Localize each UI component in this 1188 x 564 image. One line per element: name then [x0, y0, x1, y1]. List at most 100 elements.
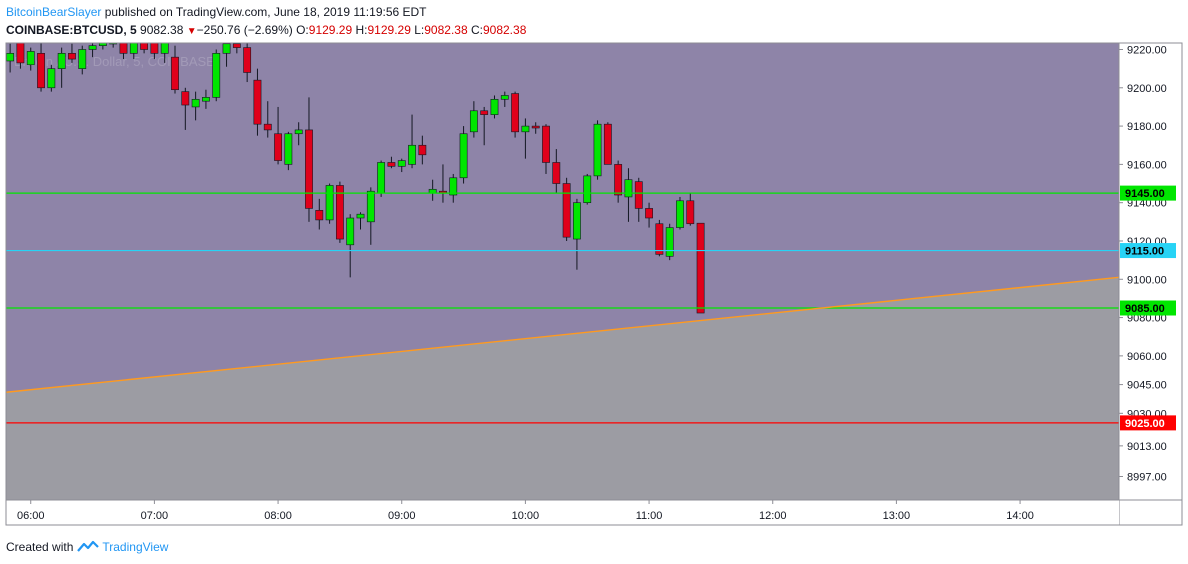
candle-up[interactable]: [88, 45, 97, 50]
price-change: −250.76 (−2.69%): [196, 23, 293, 37]
candle-down[interactable]: [171, 56, 179, 91]
price-tick-label: 9060.00: [1127, 351, 1167, 363]
candle-down[interactable]: [655, 223, 664, 255]
candle-up[interactable]: [57, 53, 66, 69]
candle-down[interactable]: [119, 42, 128, 54]
candle-up[interactable]: [346, 217, 355, 246]
candle-up[interactable]: [490, 98, 499, 115]
high-value: 9129.29: [367, 23, 411, 37]
candle-down[interactable]: [68, 53, 76, 60]
price-line-label-bg: [1120, 243, 1176, 259]
candle-down[interactable]: [645, 208, 653, 219]
candle-down[interactable]: [232, 43, 241, 48]
candle-up[interactable]: [294, 129, 303, 135]
candle-down[interactable]: [253, 79, 262, 125]
time-tick-label: 13:00: [883, 510, 911, 522]
ohlc-legend: COINBASE:BTCUSD, 5 9082.38 ▼−250.76 (−2.…: [6, 23, 526, 37]
price-line-label-bg: [1120, 185, 1176, 201]
close-value: 9082.38: [482, 23, 527, 37]
candle-down[interactable]: [531, 125, 540, 129]
footer: Created with TradingView: [6, 540, 168, 554]
candle-up[interactable]: [624, 179, 633, 198]
candle-down[interactable]: [335, 185, 344, 240]
candle-down[interactable]: [480, 110, 489, 115]
candle-down[interactable]: [387, 162, 396, 167]
candle-down[interactable]: [263, 123, 272, 131]
candle-up[interactable]: [160, 42, 169, 54]
candle-down[interactable]: [542, 125, 550, 163]
candle-up[interactable]: [676, 200, 684, 228]
close-label: C:: [470, 23, 483, 37]
candle-down[interactable]: [305, 129, 313, 209]
candle-down[interactable]: [686, 200, 695, 225]
candle-up[interactable]: [583, 175, 592, 203]
candle-up[interactable]: [397, 160, 406, 167]
candle-down[interactable]: [16, 42, 25, 64]
symbol-label[interactable]: COINBASE:BTCUSD, 5: [6, 23, 137, 37]
price-tick-label: 9140.00: [1127, 198, 1167, 210]
price-tick-label: 9045.00: [1127, 380, 1167, 392]
upper-zone: [6, 43, 1119, 393]
candle-down[interactable]: [696, 222, 705, 314]
candle-up[interactable]: [573, 202, 581, 240]
candle-up[interactable]: [665, 227, 674, 257]
candle-up[interactable]: [212, 53, 221, 98]
time-axis[interactable]: [6, 500, 1119, 525]
price-tick-label: 9180.00: [1127, 121, 1167, 133]
time-tick-label: 10:00: [512, 510, 540, 522]
tradingview-brand-link[interactable]: TradingView: [102, 540, 169, 554]
candle-down[interactable]: [243, 47, 252, 73]
author-link[interactable]: BitcoinBearSlayer: [6, 5, 102, 19]
tradingview-logo-icon: [77, 540, 100, 552]
candle-down[interactable]: [562, 183, 571, 238]
candle-up[interactable]: [202, 97, 210, 102]
trend-line[interactable]: [5, 276, 1120, 393]
price-tick-label: 9220.00: [1127, 45, 1167, 57]
candle-down[interactable]: [181, 91, 190, 106]
candle-down[interactable]: [634, 181, 643, 209]
candle-up[interactable]: [6, 53, 15, 62]
price-tick-label: 9200.00: [1127, 83, 1167, 95]
candle-up[interactable]: [377, 162, 386, 194]
price-tick-label: 9100.00: [1127, 274, 1167, 286]
candle-up[interactable]: [222, 43, 231, 54]
candle-down[interactable]: [274, 133, 282, 161]
candle-up[interactable]: [500, 95, 509, 100]
candle-up[interactable]: [593, 123, 602, 177]
candle-up[interactable]: [469, 110, 478, 133]
candle-up[interactable]: [325, 185, 334, 221]
candle-down[interactable]: [140, 42, 149, 50]
candle-up[interactable]: [521, 125, 530, 133]
candle-down[interactable]: [37, 53, 45, 89]
price-line-label: 9145.00: [1125, 188, 1165, 200]
candle-down[interactable]: [150, 42, 159, 54]
chart-frame: [5, 42, 1183, 526]
price-axis[interactable]: [1119, 43, 1182, 525]
candle-down[interactable]: [603, 123, 612, 165]
time-tick-label: 08:00: [264, 510, 292, 522]
candle-up[interactable]: [284, 133, 293, 165]
candle-down[interactable]: [552, 162, 561, 184]
candle-up[interactable]: [78, 49, 87, 69]
candle-up[interactable]: [129, 42, 138, 54]
candle-down[interactable]: [511, 93, 520, 133]
candle-down[interactable]: [614, 164, 623, 196]
candle-up[interactable]: [449, 177, 458, 196]
candle-up[interactable]: [356, 213, 365, 219]
candle-up[interactable]: [26, 51, 35, 66]
candle-down[interactable]: [315, 210, 324, 221]
open-label: O:: [296, 23, 309, 37]
price-tick-label: 8997.00: [1127, 472, 1167, 484]
price-line-label: 9115.00: [1125, 246, 1164, 258]
candle-up[interactable]: [459, 133, 468, 179]
candle-up[interactable]: [47, 68, 56, 89]
horizontal-lines-group: [6, 192, 1119, 424]
candle-down[interactable]: [418, 144, 427, 156]
candle-up[interactable]: [191, 98, 200, 108]
time-axis-ticks: 06:00 07:00 08:00 09:00 10:00 11:00 12:00 13:00…: [17, 500, 1034, 522]
time-tick-label: 11:00: [636, 510, 663, 522]
candle-up[interactable]: [408, 144, 416, 165]
candle-up[interactable]: [366, 190, 375, 223]
time-tick-label: 06:00: [17, 510, 45, 522]
